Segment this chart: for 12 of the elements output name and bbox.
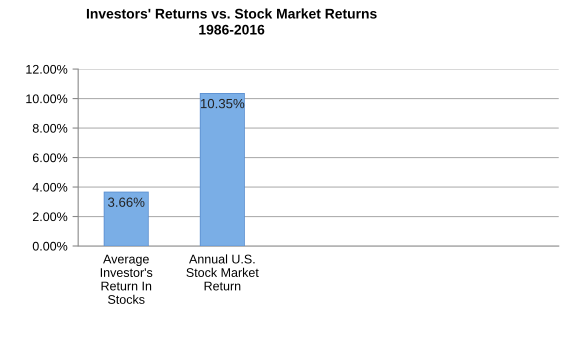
y-tick-label: 4.00% [32, 182, 68, 192]
x-tick-label: Average Investor's Return In Stocks [100, 254, 152, 304]
x-tick-label: Annual U.S. Stock Market Return [186, 254, 259, 290]
data-label: 10.35% [200, 98, 244, 108]
y-tick-label: 10.00% [26, 94, 68, 104]
y-tick-label: 8.00% [32, 124, 68, 133]
data-label: 3.66% [108, 198, 144, 207]
y-tick-label: 0.00% [32, 242, 68, 251]
y-tick-label: 12.00% [26, 64, 68, 74]
y-tick-label: 6.00% [32, 153, 68, 162]
y-tick-label: 2.00% [32, 212, 68, 222]
chart-title: Investors' Returns vs. Stock Market Returns 1986-2016 [86, 8, 377, 35]
